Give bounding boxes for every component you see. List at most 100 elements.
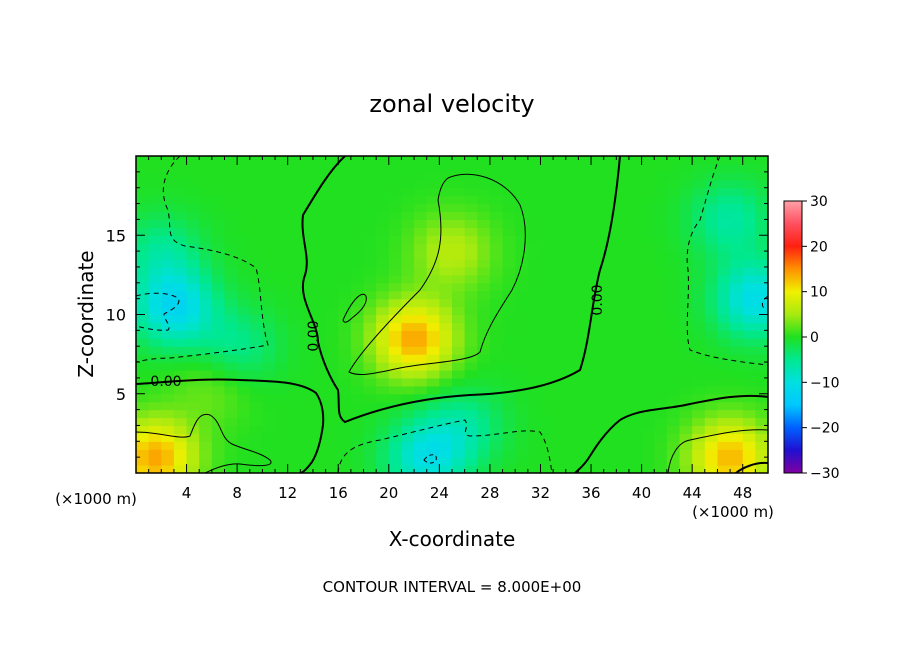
field-cell xyxy=(565,409,579,419)
field-cell xyxy=(325,251,339,260)
field-cell xyxy=(186,219,200,228)
field-cell xyxy=(755,298,768,308)
field-cell xyxy=(414,346,428,355)
field-cell xyxy=(553,409,567,419)
field-cell xyxy=(136,187,150,197)
field-cell xyxy=(173,243,188,252)
field-cell xyxy=(679,211,693,220)
field-cell xyxy=(527,282,542,292)
field-cell xyxy=(527,203,542,213)
field-cell xyxy=(452,266,466,276)
field-cell xyxy=(249,163,263,173)
field-cell xyxy=(426,195,440,205)
field-cell xyxy=(717,354,731,363)
field-cell xyxy=(426,441,440,450)
field-cell xyxy=(477,235,491,244)
field-cell xyxy=(363,401,377,411)
field-cell xyxy=(287,338,301,347)
field-cell xyxy=(237,369,251,379)
field-cell xyxy=(186,227,200,236)
field-cell xyxy=(186,266,200,276)
field-cell xyxy=(704,409,719,419)
field-cell xyxy=(325,369,339,379)
field-cell xyxy=(527,457,542,466)
field-cell xyxy=(249,195,263,205)
field-cell xyxy=(527,179,542,189)
field-cell xyxy=(376,274,390,284)
field-cell xyxy=(603,298,617,308)
field-cell xyxy=(401,156,415,165)
field-cell xyxy=(679,290,693,300)
field-cell xyxy=(704,401,719,411)
field-cell xyxy=(237,227,251,236)
field-cell xyxy=(628,449,643,458)
field-cell xyxy=(211,171,226,181)
field-cell xyxy=(616,457,630,466)
field-cell xyxy=(464,377,478,387)
field-cell xyxy=(325,298,339,308)
field-cell xyxy=(502,449,516,458)
field-cell xyxy=(628,290,643,300)
field-cell xyxy=(527,211,542,220)
field-cell xyxy=(464,441,478,450)
field-cell xyxy=(730,235,744,244)
field-cell xyxy=(477,465,491,473)
field-cell xyxy=(439,433,453,442)
field-cell xyxy=(452,465,466,473)
field-cell xyxy=(161,409,175,419)
field-cell xyxy=(654,195,668,205)
field-cell xyxy=(161,322,175,331)
field-cell xyxy=(540,377,554,387)
field-cell xyxy=(717,369,731,379)
field-cell xyxy=(591,346,605,355)
field-cell xyxy=(679,362,693,371)
field-cell xyxy=(565,417,579,427)
field-cell xyxy=(262,259,276,268)
negative-contour-left-upper xyxy=(136,156,269,363)
field-cell xyxy=(730,314,744,324)
field-cell xyxy=(199,377,213,387)
chart-title: zonal velocity xyxy=(369,90,534,118)
field-cell xyxy=(502,187,516,197)
field-cell xyxy=(224,330,238,339)
field-cell xyxy=(553,171,567,181)
field-cell xyxy=(704,417,719,427)
field-cell xyxy=(338,362,352,371)
field-cell xyxy=(717,441,731,450)
field-cell xyxy=(388,290,403,300)
field-cell xyxy=(742,417,756,427)
field-cell xyxy=(616,235,630,244)
field-cell xyxy=(148,235,162,244)
field-cell xyxy=(249,211,263,220)
y-tick-label: 15 xyxy=(106,226,126,245)
field-cell xyxy=(641,441,655,450)
field-cell xyxy=(603,457,617,466)
field-cell xyxy=(300,377,314,387)
field-cell xyxy=(717,449,731,458)
field-cell xyxy=(527,441,542,450)
field-cell xyxy=(755,385,768,395)
x-tick-label: 8 xyxy=(232,484,242,502)
field-cell xyxy=(515,219,529,228)
field-cell xyxy=(717,259,731,268)
field-cell xyxy=(414,306,428,316)
field-cell xyxy=(401,179,415,189)
field-cell xyxy=(350,211,365,220)
field-cell xyxy=(565,401,579,411)
field-cell xyxy=(591,179,605,189)
field-cell xyxy=(161,298,175,308)
field-cell xyxy=(414,163,428,173)
field-cell xyxy=(692,235,706,244)
field-cell xyxy=(426,219,440,228)
field-cell xyxy=(704,306,719,316)
field-cell xyxy=(136,369,150,379)
field-cell xyxy=(275,251,289,260)
field-cell xyxy=(591,195,605,205)
field-cell xyxy=(426,369,440,379)
field-cell xyxy=(628,306,643,316)
field-cell xyxy=(578,441,592,450)
field-cell xyxy=(654,369,668,379)
field-cell xyxy=(464,401,478,411)
field-cell xyxy=(603,251,617,260)
field-cell xyxy=(452,385,466,395)
